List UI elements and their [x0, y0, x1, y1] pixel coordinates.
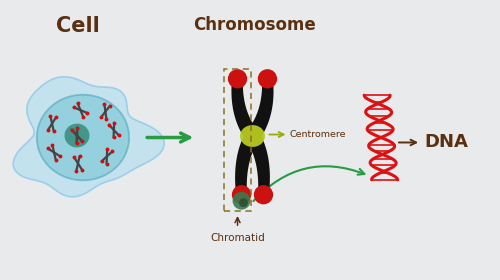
- Polygon shape: [232, 78, 258, 141]
- Polygon shape: [246, 78, 274, 141]
- Text: Chromosome: Chromosome: [194, 16, 316, 34]
- Polygon shape: [14, 77, 164, 197]
- Ellipse shape: [239, 198, 248, 207]
- Polygon shape: [246, 132, 270, 195]
- Ellipse shape: [232, 192, 250, 210]
- Text: Centromere: Centromere: [290, 130, 346, 139]
- Ellipse shape: [240, 125, 265, 147]
- Ellipse shape: [37, 95, 129, 180]
- Ellipse shape: [254, 185, 273, 204]
- Ellipse shape: [232, 185, 251, 204]
- Polygon shape: [235, 132, 259, 195]
- Text: Cell: Cell: [56, 16, 100, 36]
- Text: Chromatid: Chromatid: [210, 233, 265, 243]
- Ellipse shape: [228, 69, 247, 88]
- Ellipse shape: [64, 123, 90, 148]
- Ellipse shape: [258, 69, 277, 88]
- Text: DNA: DNA: [424, 134, 468, 151]
